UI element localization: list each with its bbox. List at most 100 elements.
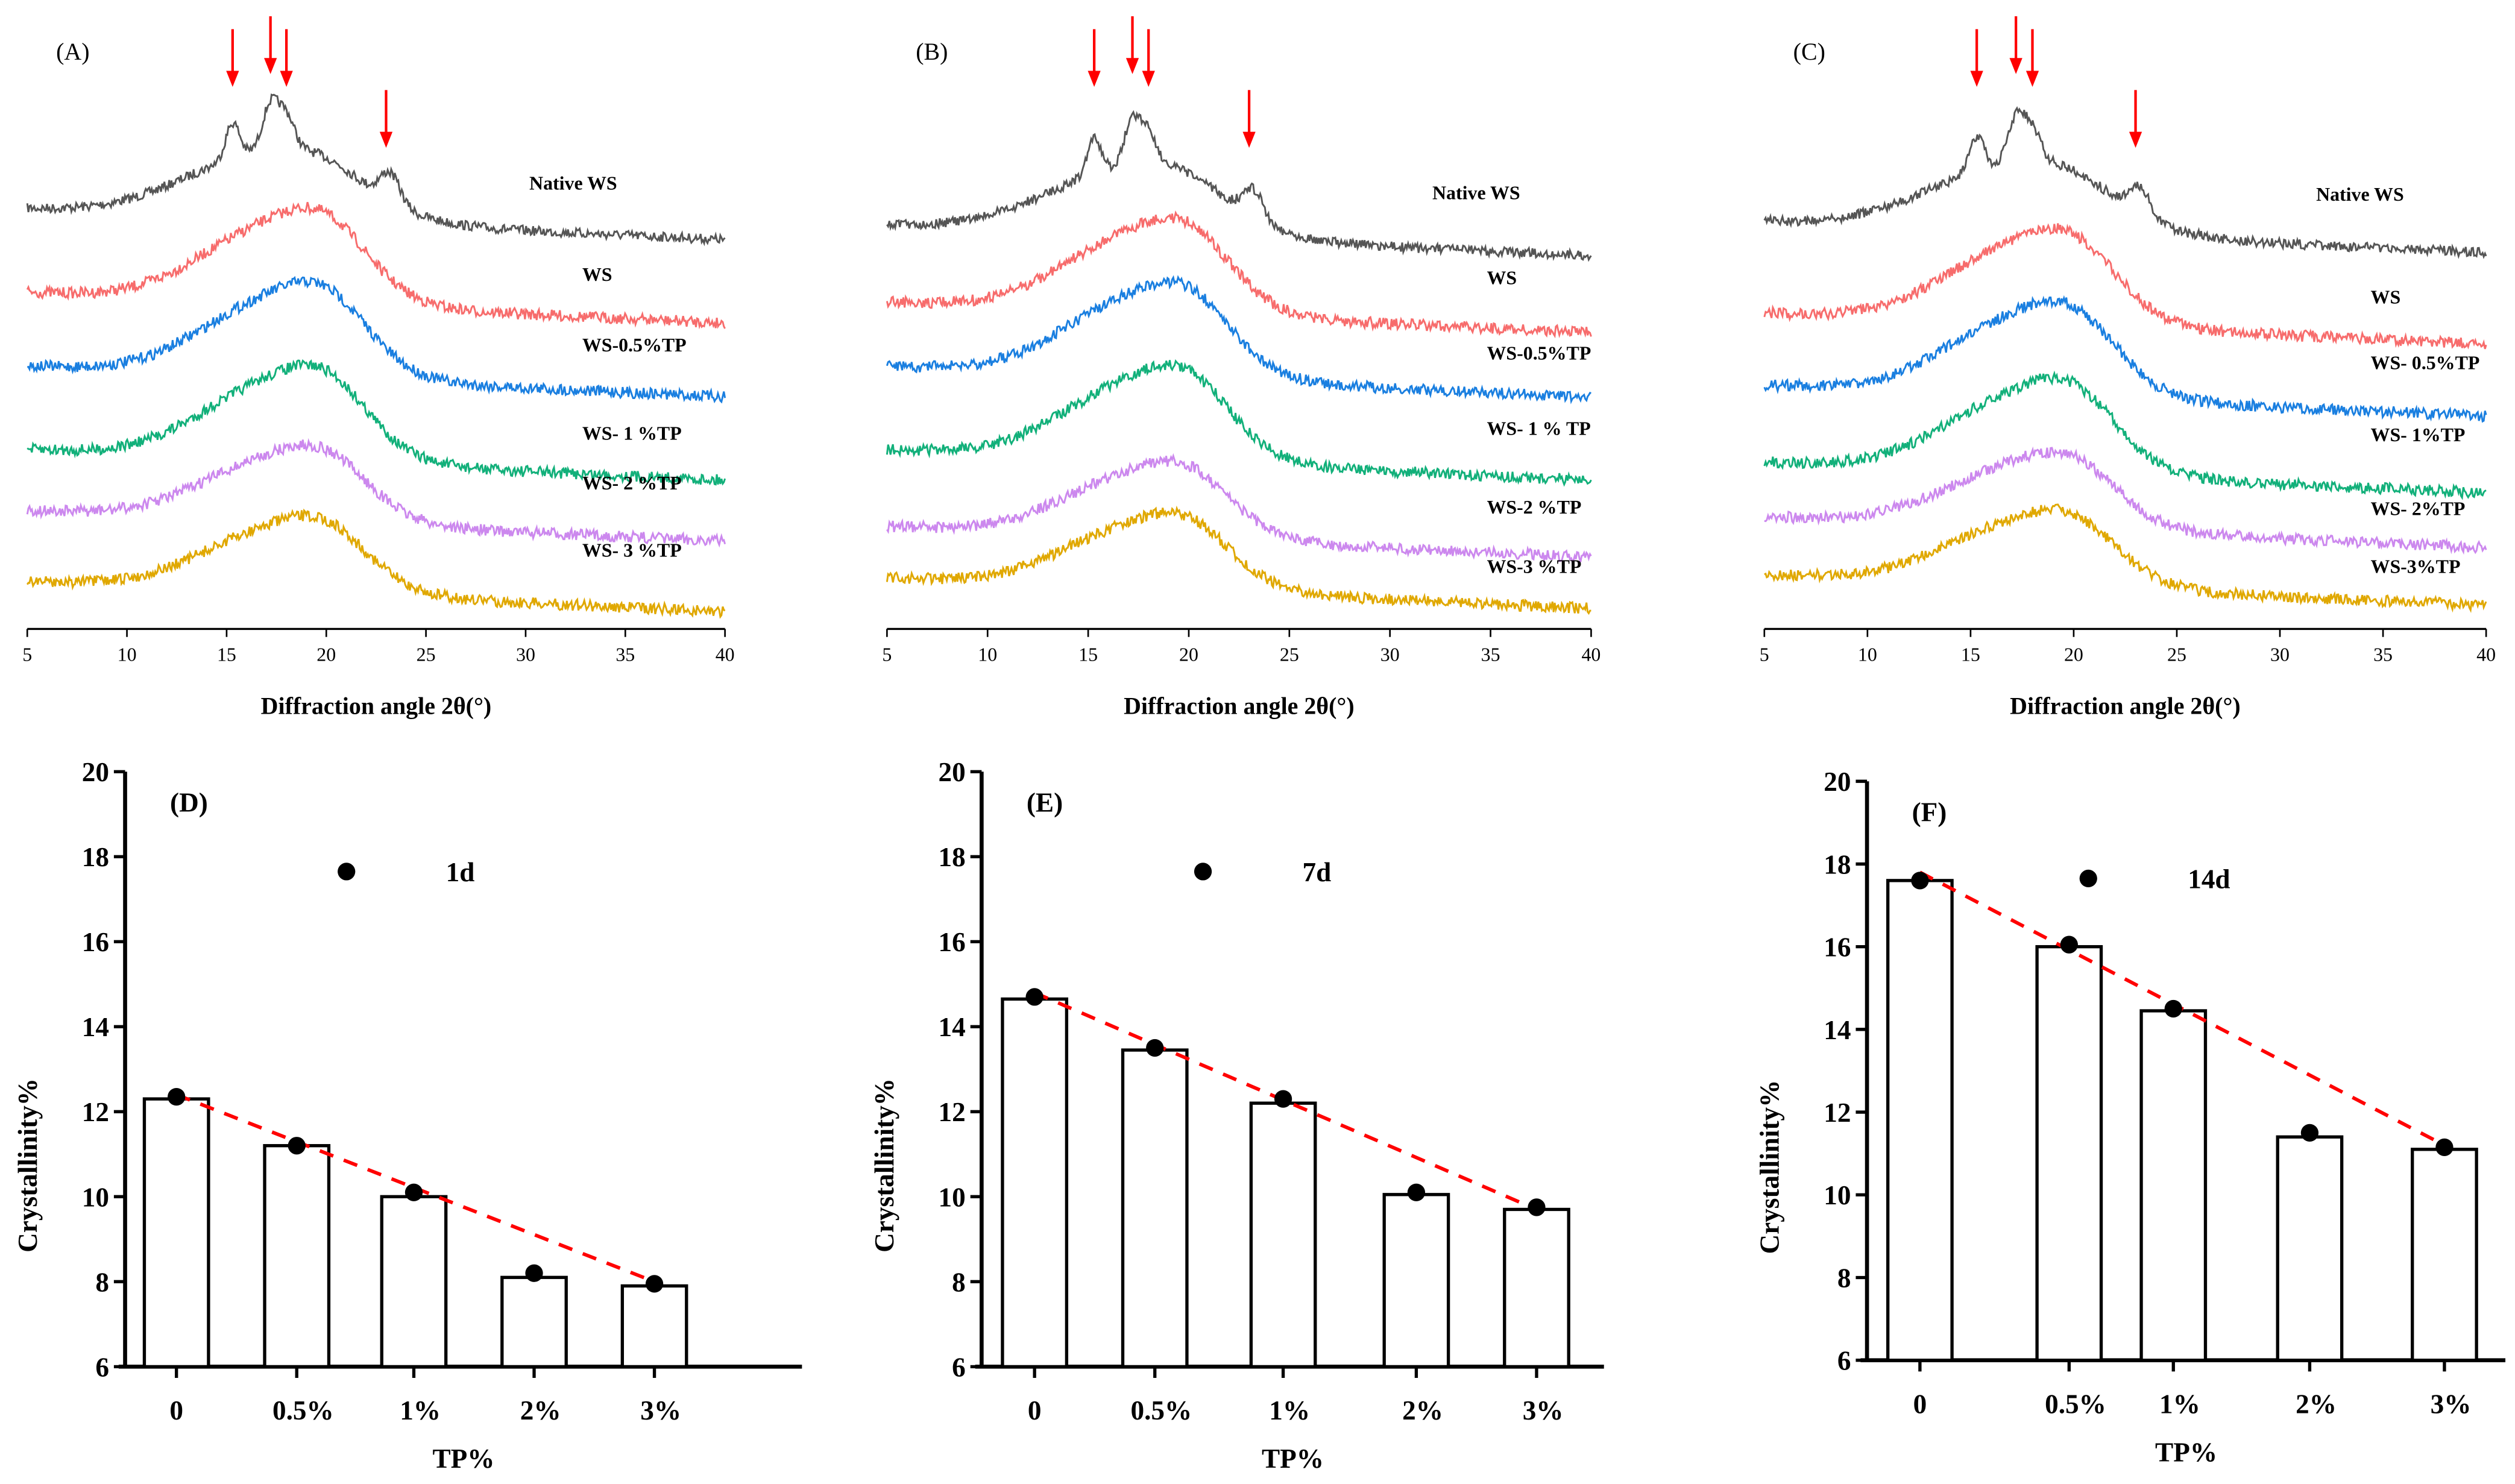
legend-label: 7d bbox=[1302, 857, 1331, 887]
y-axis-label: Crystallinity% bbox=[13, 1078, 43, 1253]
y-tick-label: 10 bbox=[1824, 1180, 1851, 1210]
x-tick-label: 40 bbox=[1581, 644, 1601, 665]
x-tick-label: 35 bbox=[1481, 644, 1500, 665]
x-tick-label: 2% bbox=[2296, 1389, 2337, 1420]
panel-label: (B) bbox=[916, 38, 948, 65]
xrd-curve bbox=[26, 93, 726, 247]
y-tick-label: 10 bbox=[82, 1182, 109, 1212]
bar bbox=[142, 1097, 210, 1369]
peak-arrow-head bbox=[379, 131, 393, 148]
xrd-curve bbox=[1763, 223, 2487, 350]
y-tick-label: 16 bbox=[1824, 932, 1851, 963]
bar bbox=[2035, 945, 2103, 1362]
x-tick-label: 5 bbox=[22, 644, 32, 665]
x-tick-label: 0.5% bbox=[272, 1395, 334, 1426]
xrd-curve bbox=[886, 505, 1591, 615]
series-label: WS-0.5%TP bbox=[1487, 342, 1591, 363]
peak-arrow-head bbox=[1242, 131, 1256, 148]
panel-label: (D) bbox=[170, 788, 208, 818]
x-tick-label: 15 bbox=[1961, 644, 1980, 665]
x-tick-label: 30 bbox=[516, 644, 535, 665]
xrd-curve bbox=[886, 110, 1592, 262]
x-tick-label: 20 bbox=[316, 644, 336, 665]
xrd-curve bbox=[886, 210, 1592, 339]
series-label: WS bbox=[2371, 286, 2401, 307]
series-label: WS-3%TP bbox=[2371, 556, 2461, 577]
data-point bbox=[645, 1275, 664, 1293]
y-tick-label: 18 bbox=[82, 842, 109, 872]
x-tick-label: 15 bbox=[1078, 644, 1098, 665]
data-point bbox=[404, 1183, 423, 1201]
xrd-curve bbox=[1764, 503, 2487, 614]
bar bbox=[1001, 997, 1069, 1369]
x-axis-label: TP% bbox=[2155, 1437, 2217, 1467]
y-tick-label: 14 bbox=[82, 1012, 109, 1042]
panel-label: (C) bbox=[1793, 38, 1825, 65]
legend-marker bbox=[2079, 869, 2097, 888]
legend-label: 14d bbox=[2188, 864, 2230, 894]
x-tick-label: 3% bbox=[1523, 1395, 1564, 1426]
series-label: WS-2 %TP bbox=[1487, 497, 1581, 518]
data-point bbox=[2300, 1124, 2319, 1142]
series-label: Native WS bbox=[2316, 184, 2404, 205]
y-tick-label: 6 bbox=[1837, 1346, 1851, 1376]
y-tick-label: 16 bbox=[82, 927, 109, 957]
x-axis-label: Diffraction angle 2θ(°) bbox=[2010, 692, 2241, 719]
bar bbox=[263, 1144, 331, 1369]
x-tick-label: 20 bbox=[1179, 644, 1198, 665]
x-tick-label: 10 bbox=[118, 644, 137, 665]
data-point bbox=[1911, 872, 1929, 890]
x-tick-label: 0 bbox=[1028, 1395, 1042, 1426]
data-point bbox=[1025, 988, 1043, 1006]
x-tick-label: 0.5% bbox=[2045, 1389, 2106, 1420]
peak-arrow-head bbox=[1970, 71, 1983, 87]
x-tick-label: 30 bbox=[2270, 644, 2290, 665]
xrd-curve bbox=[886, 275, 1591, 404]
series-label: WS- 1 %TP bbox=[582, 423, 682, 444]
legend-marker bbox=[1194, 863, 1212, 881]
peak-arrow-head bbox=[2026, 71, 2039, 87]
x-tick-label: 10 bbox=[978, 644, 997, 665]
data-point bbox=[1407, 1183, 1426, 1201]
xrd-curve bbox=[886, 359, 1592, 487]
data-point bbox=[1146, 1039, 1164, 1057]
x-tick-label: 25 bbox=[1280, 644, 1299, 665]
y-tick-label: 18 bbox=[1824, 849, 1851, 879]
xrd-curve bbox=[26, 438, 726, 548]
x-tick-label: 20 bbox=[2064, 644, 2083, 665]
y-tick-label: 18 bbox=[939, 842, 966, 872]
y-tick-label: 14 bbox=[939, 1012, 966, 1042]
bar bbox=[1886, 879, 1954, 1362]
xrd-curve bbox=[1764, 446, 2487, 555]
x-tick-label: 5 bbox=[882, 644, 892, 665]
series-label: Native WS bbox=[529, 172, 617, 193]
series-label: WS-0.5%TP bbox=[582, 335, 687, 356]
xrd-curve bbox=[27, 359, 726, 486]
x-tick-label: 15 bbox=[217, 644, 236, 665]
x-tick-label: 40 bbox=[716, 644, 735, 665]
panel-label: (E) bbox=[1027, 788, 1063, 818]
x-tick-label: 40 bbox=[2476, 644, 2496, 665]
bar bbox=[500, 1275, 568, 1369]
x-axis-label: Diffraction angle 2θ(°) bbox=[261, 692, 492, 719]
series-label: WS- 2%TP bbox=[2371, 498, 2466, 520]
data-point bbox=[2435, 1138, 2454, 1157]
y-tick-label: 8 bbox=[95, 1267, 109, 1297]
x-tick-label: 35 bbox=[2373, 644, 2393, 665]
bar bbox=[1121, 1048, 1189, 1369]
series-label: WS- 1 % TP bbox=[1487, 418, 1590, 439]
x-tick-label: 30 bbox=[1380, 644, 1400, 665]
y-axis-label: Crystallinity% bbox=[1755, 1080, 1785, 1254]
data-point bbox=[525, 1264, 543, 1282]
bar bbox=[1503, 1207, 1570, 1369]
x-tick-label: 0.5% bbox=[1130, 1395, 1192, 1426]
xrd-curve bbox=[1763, 295, 2487, 423]
legend-marker bbox=[338, 863, 356, 881]
y-tick-label: 20 bbox=[939, 757, 966, 787]
bar bbox=[1249, 1101, 1317, 1369]
x-axis-label: TP% bbox=[432, 1444, 494, 1474]
peak-arrow-head bbox=[226, 71, 239, 87]
y-tick-label: 12 bbox=[939, 1097, 966, 1127]
y-tick-label: 8 bbox=[1837, 1263, 1851, 1293]
